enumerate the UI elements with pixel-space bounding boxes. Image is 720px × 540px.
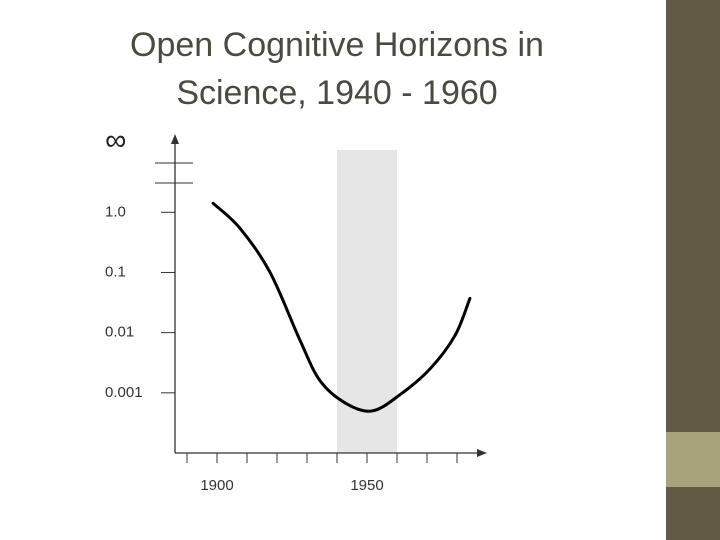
plot: ∞ 1.0 0.1 0.01 0.001 1900 1950 bbox=[105, 124, 487, 494]
side-accent bbox=[666, 432, 720, 487]
x-axis-arrow bbox=[477, 449, 487, 457]
highlight-band bbox=[337, 150, 397, 453]
title-line: Science, 1940 - 1960 bbox=[176, 74, 497, 112]
curve bbox=[211, 201, 472, 413]
y-tick-label: 0.1 bbox=[105, 263, 126, 280]
x-tick-label: 1950 bbox=[350, 477, 383, 494]
chart-title: Open Cognitive Horizons in Science, 1940 … bbox=[130, 26, 544, 112]
y-axis-arrow bbox=[171, 134, 179, 144]
y-tick-label: 0.001 bbox=[105, 384, 143, 401]
x-tick-label: 1900 bbox=[200, 477, 233, 494]
y-tick-label: 1.0 bbox=[105, 203, 126, 220]
title-line: Open Cognitive Horizons in bbox=[130, 26, 544, 64]
y-infinity-label: ∞ bbox=[105, 124, 126, 157]
y-tick-label: 0.01 bbox=[105, 324, 134, 341]
